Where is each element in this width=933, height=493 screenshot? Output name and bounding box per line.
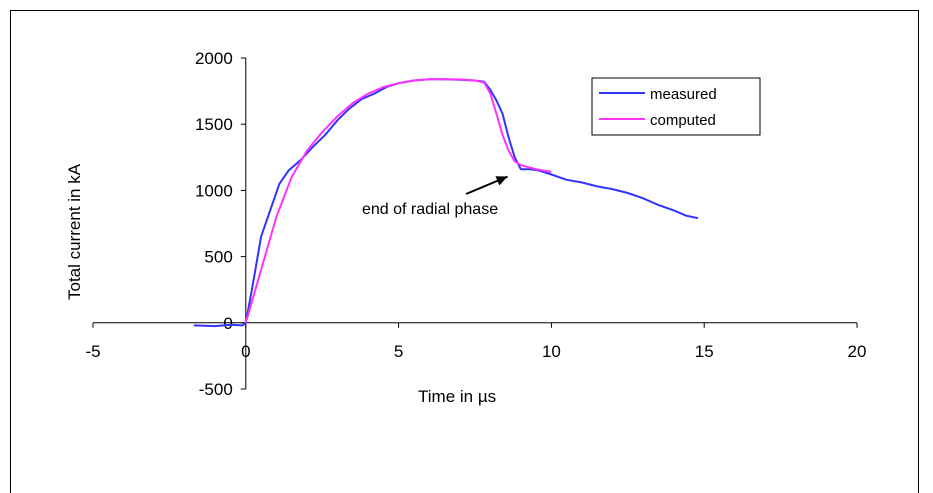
y-tick-label: 0 — [223, 314, 232, 333]
x-tick-label: 15 — [695, 342, 714, 361]
x-tick-label: 5 — [394, 342, 403, 361]
axes: -5 0 5 10 15 20 -500 0 500 1000 1500 2000 — [85, 49, 866, 399]
legend: measured computed — [591, 77, 761, 136]
y-tick-label: 2000 — [195, 49, 233, 68]
x-tick-label: 10 — [542, 342, 561, 361]
series-layer — [193, 78, 699, 328]
legend-label-measured: measured — [650, 86, 717, 103]
x-axis-title: Time in µs — [418, 387, 496, 406]
series-line-computed — [244, 78, 552, 324]
annotation-label: end of radial phase — [362, 201, 498, 218]
x-tick-label: 0 — [241, 342, 250, 361]
x-tick-label: 20 — [848, 342, 867, 361]
annotation-arrowhead — [495, 176, 508, 186]
legend-label-computed: computed — [650, 112, 716, 129]
y-tick-label: 1000 — [195, 181, 233, 200]
annotation-layer: end of radial phase — [362, 175, 508, 218]
y-tick-label: 500 — [204, 248, 232, 267]
y-tick-label: -500 — [199, 380, 233, 399]
y-tick-label: 1500 — [195, 115, 233, 134]
x-tick-label: -5 — [85, 342, 100, 361]
y-axis-title: Total current in kA — [65, 163, 84, 300]
line-chart: -5 0 5 10 15 20 -500 0 500 1000 1500 2000 end of ra… — [65, 49, 866, 406]
legend-box — [591, 77, 761, 136]
chart-frame — [10, 10, 919, 493]
